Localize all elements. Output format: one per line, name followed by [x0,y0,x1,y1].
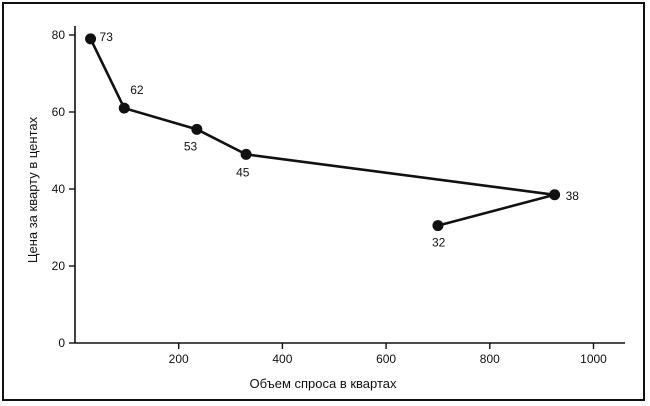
data-labels: 73 62 53 45 38 32 [100,30,580,250]
data-point [432,220,444,232]
series-line [89,38,556,227]
data-label: 38 [566,189,580,203]
data-label: 32 [432,236,446,250]
y-tick-label: 80 [52,28,66,42]
chart-frame [2,2,645,401]
x-tick-label: 400 [272,352,292,366]
data-point [118,102,130,114]
x-tick-label: 800 [480,352,500,366]
y-tick-label: 60 [52,105,66,119]
x-tick-label: 1000 [580,352,607,366]
ticks: 0 20 40 60 80 200 400 600 800 1000 [52,28,608,366]
data-point [240,148,252,160]
x-axis-label: Объем спроса в квартах [249,376,397,391]
data-label: 45 [236,165,250,179]
series [85,33,561,232]
data-point [549,189,561,201]
axes [74,26,625,344]
y-axis-label: Цена за кварту в центах [25,116,40,263]
data-point [191,123,203,135]
data-label: 53 [184,139,198,153]
x-tick-label: 200 [169,352,189,366]
data-point [85,33,97,45]
y-tick-label: 40 [52,182,66,196]
x-tick-label: 600 [376,352,396,366]
y-tick-label: 20 [52,259,66,273]
data-label: 62 [130,83,144,97]
data-label: 73 [100,30,114,44]
y-tick-label: 0 [58,336,65,350]
